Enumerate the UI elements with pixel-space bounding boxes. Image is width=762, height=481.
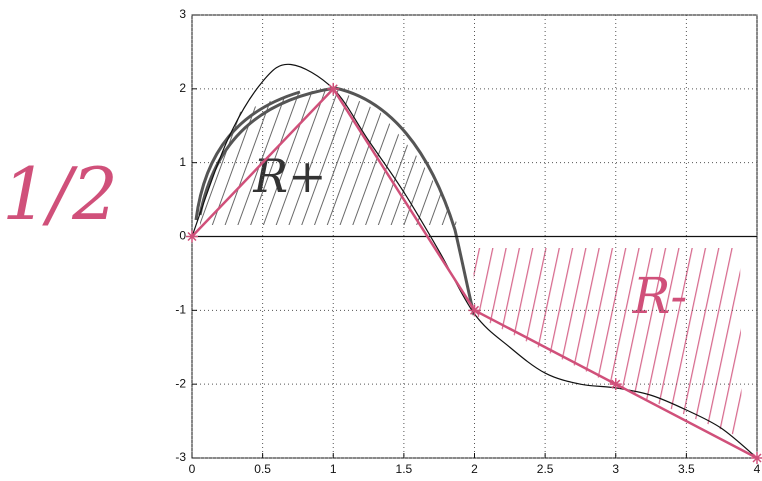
region-hatch [472,248,742,438]
x-tick-label: 4 [754,462,761,476]
x-tick-label: 3.5 [678,462,695,476]
y-tick-label: 2 [179,81,186,95]
x-tick-label: 0.5 [254,462,271,476]
chart: 1/2 R+ R- 0 0.5 1 1.5 2 2.5 3 3.5 4 -3 -2 -1 0 1 2 3 [0,0,762,481]
annotation: R- [632,267,688,325]
y-tick-label: 1 [179,155,186,169]
x-tick-label: 1 [330,462,337,476]
x-tick-label: 2.5 [537,462,554,476]
x-tick-label: 3 [612,462,619,476]
y-tick-label: -2 [175,376,186,390]
y-tick-label: -3 [175,450,186,464]
x-tick-label: 1.5 [396,462,413,476]
y-tick-label: -1 [175,303,186,317]
y-tick-label: 3 [179,7,186,21]
annotation: 1/2 [2,152,118,236]
y-tick-label: 0 [179,229,186,243]
region-hatch [200,88,458,225]
annotation: R+ [252,149,326,203]
x-tick-label: 2 [471,462,478,476]
x-tick-label: 0 [189,462,196,476]
